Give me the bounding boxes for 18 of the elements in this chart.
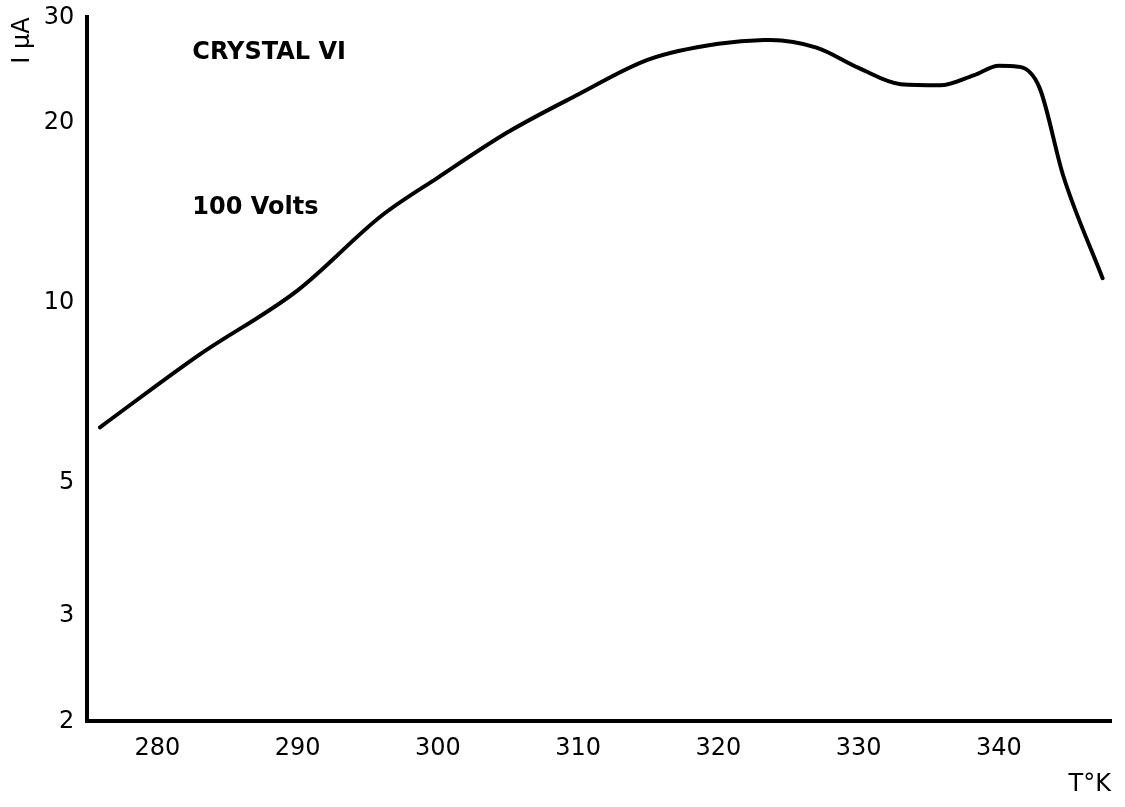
annotation: 100 Volts xyxy=(192,191,319,220)
y-axis-title: I μA xyxy=(6,16,35,64)
y-tick-label: 3 xyxy=(59,600,75,629)
x-tick-label: 280 xyxy=(134,733,181,762)
line-series xyxy=(97,38,1105,430)
x-tick-label: 300 xyxy=(415,733,461,762)
y-tick-label: 10 xyxy=(43,287,75,316)
annotation: CRYSTAL VI xyxy=(192,36,347,65)
y-tick-label: 2 xyxy=(59,705,75,734)
y-tick-label: 20 xyxy=(43,107,75,136)
x-tick-label: 330 xyxy=(835,733,882,762)
y-tick-label: 5 xyxy=(59,467,75,496)
y-tick-label: 30 xyxy=(43,1,75,30)
x-tick-label: 310 xyxy=(555,733,602,762)
x-axis-title: T°K xyxy=(1067,768,1113,797)
x-tick-label: 320 xyxy=(695,733,742,762)
x-tick-label: 290 xyxy=(274,733,321,762)
x-tick-label: 340 xyxy=(975,733,1022,762)
